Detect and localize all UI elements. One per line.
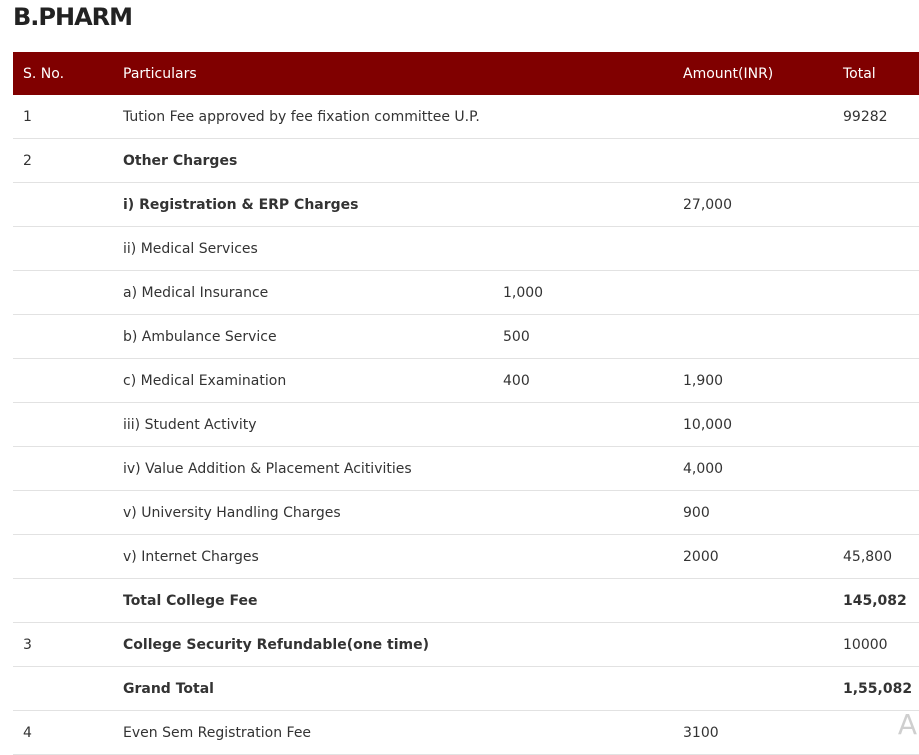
- row-amount: [673, 622, 833, 667]
- row-sno: [13, 358, 113, 403]
- table-row: iii) Student Activity 10,000: [13, 402, 919, 447]
- row-amount: 1,900: [673, 358, 833, 403]
- row-sno: 1: [13, 95, 113, 139]
- row-total: [833, 314, 919, 359]
- header-particulars: Particulars: [113, 52, 493, 95]
- row-amount: 900: [673, 490, 833, 535]
- table-row: 1 Tution Fee approved by fee fixation com…: [13, 95, 919, 139]
- row-sub-amount: 1,000: [493, 270, 673, 315]
- row-sub-amount: [493, 446, 673, 491]
- row-particular: c) Medical Examination: [113, 358, 493, 403]
- table-row: i) Registration & ERP Charges 27,000: [13, 182, 919, 227]
- row-particular: a) Medical Insurance: [113, 270, 493, 315]
- row-total: [833, 182, 919, 227]
- row-total: [833, 446, 919, 491]
- header-amount: Amount(INR): [673, 52, 833, 95]
- table-row: 4 Even Sem Registration Fee 3100: [13, 710, 919, 755]
- table-row: a) Medical Insurance 1,000: [13, 270, 919, 315]
- row-amount: 3100: [673, 710, 833, 755]
- fee-table-body: 1 Tution Fee approved by fee fixation com…: [13, 95, 919, 755]
- table-row: c) Medical Examination 400 1,900: [13, 358, 919, 403]
- row-particular: College Security Refundable(one time): [113, 622, 493, 667]
- row-total: [833, 270, 919, 315]
- row-sno: [13, 402, 113, 447]
- row-total: [833, 226, 919, 271]
- table-row: b) Ambulance Service 500: [13, 314, 919, 359]
- table-row: v) Internet Charges 2000 45,800: [13, 534, 919, 579]
- table-row: iv) Value Addition & Placement Acitiviti…: [13, 446, 919, 491]
- page-title: B.PHARM: [13, 3, 133, 31]
- row-sub-amount: [493, 226, 673, 271]
- header-total: Total: [833, 52, 919, 95]
- row-sno: [13, 490, 113, 535]
- row-particular: Tution Fee approved by fee fixation comm…: [113, 95, 493, 139]
- fee-table: S. No. Particulars Amount(INR) Total 1 Tu…: [13, 52, 919, 755]
- row-total: [833, 138, 919, 183]
- row-sub-amount: [493, 622, 673, 667]
- row-amount: 2000: [673, 534, 833, 579]
- row-sno: [13, 666, 113, 711]
- row-total: 45,800: [833, 534, 919, 579]
- row-sub-amount: 500: [493, 314, 673, 359]
- row-sub-amount: [493, 490, 673, 535]
- row-sub-amount: [493, 666, 673, 711]
- row-sno: 4: [13, 710, 113, 755]
- table-row: v) University Handling Charges 900: [13, 490, 919, 535]
- table-row: Grand Total 1,55,082: [13, 666, 919, 711]
- row-particular: i) Registration & ERP Charges: [113, 182, 493, 227]
- corner-letter-glyph: A: [897, 708, 917, 741]
- row-sno: [13, 578, 113, 623]
- header-sub-amount: [493, 52, 673, 95]
- row-sno: [13, 182, 113, 227]
- row-total: [833, 358, 919, 403]
- row-total: [833, 402, 919, 447]
- header-sno: S. No.: [13, 52, 113, 95]
- row-amount: [673, 270, 833, 315]
- row-particular: iv) Value Addition & Placement Acitiviti…: [113, 446, 493, 491]
- row-amount: 4,000: [673, 446, 833, 491]
- table-row: 3 College Security Refundable(one time) 10…: [13, 622, 919, 667]
- row-sno: [13, 226, 113, 271]
- row-sno: [13, 534, 113, 579]
- row-total: 1,55,082: [833, 666, 919, 711]
- row-particular: ii) Medical Services: [113, 226, 493, 271]
- row-amount: [673, 138, 833, 183]
- row-amount: [673, 95, 833, 139]
- row-amount: 27,000: [673, 182, 833, 227]
- row-total: [833, 490, 919, 535]
- row-sno: [13, 314, 113, 359]
- row-particular: v) Internet Charges: [113, 534, 493, 579]
- table-row: Total College Fee 145,082: [13, 578, 919, 623]
- table-row: ii) Medical Services: [13, 226, 919, 271]
- row-sub-amount: 400: [493, 358, 673, 403]
- row-particular: v) University Handling Charges: [113, 490, 493, 535]
- row-particular: Total College Fee: [113, 578, 493, 623]
- row-particular: Other Charges: [113, 138, 493, 183]
- row-sno: [13, 270, 113, 315]
- row-sub-amount: [493, 95, 673, 139]
- row-amount: [673, 666, 833, 711]
- row-amount: [673, 314, 833, 359]
- row-sub-amount: [493, 578, 673, 623]
- row-sno: 2: [13, 138, 113, 183]
- row-particular: iii) Student Activity: [113, 402, 493, 447]
- table-header-row: S. No. Particulars Amount(INR) Total: [13, 52, 919, 95]
- row-amount: [673, 226, 833, 271]
- row-sub-amount: [493, 402, 673, 447]
- row-sub-amount: [493, 534, 673, 579]
- row-amount: 10,000: [673, 402, 833, 447]
- row-sub-amount: [493, 138, 673, 183]
- row-particular: Even Sem Registration Fee: [113, 710, 493, 755]
- row-amount: [673, 578, 833, 623]
- row-particular: b) Ambulance Service: [113, 314, 493, 359]
- row-sno: 3: [13, 622, 113, 667]
- row-particular: Grand Total: [113, 666, 493, 711]
- table-row: 2 Other Charges: [13, 138, 919, 183]
- row-total: 10000: [833, 622, 919, 667]
- row-total: 99282: [833, 95, 919, 139]
- row-sno: [13, 446, 113, 491]
- row-total: 145,082: [833, 578, 919, 623]
- row-sub-amount: [493, 710, 673, 755]
- row-sub-amount: [493, 182, 673, 227]
